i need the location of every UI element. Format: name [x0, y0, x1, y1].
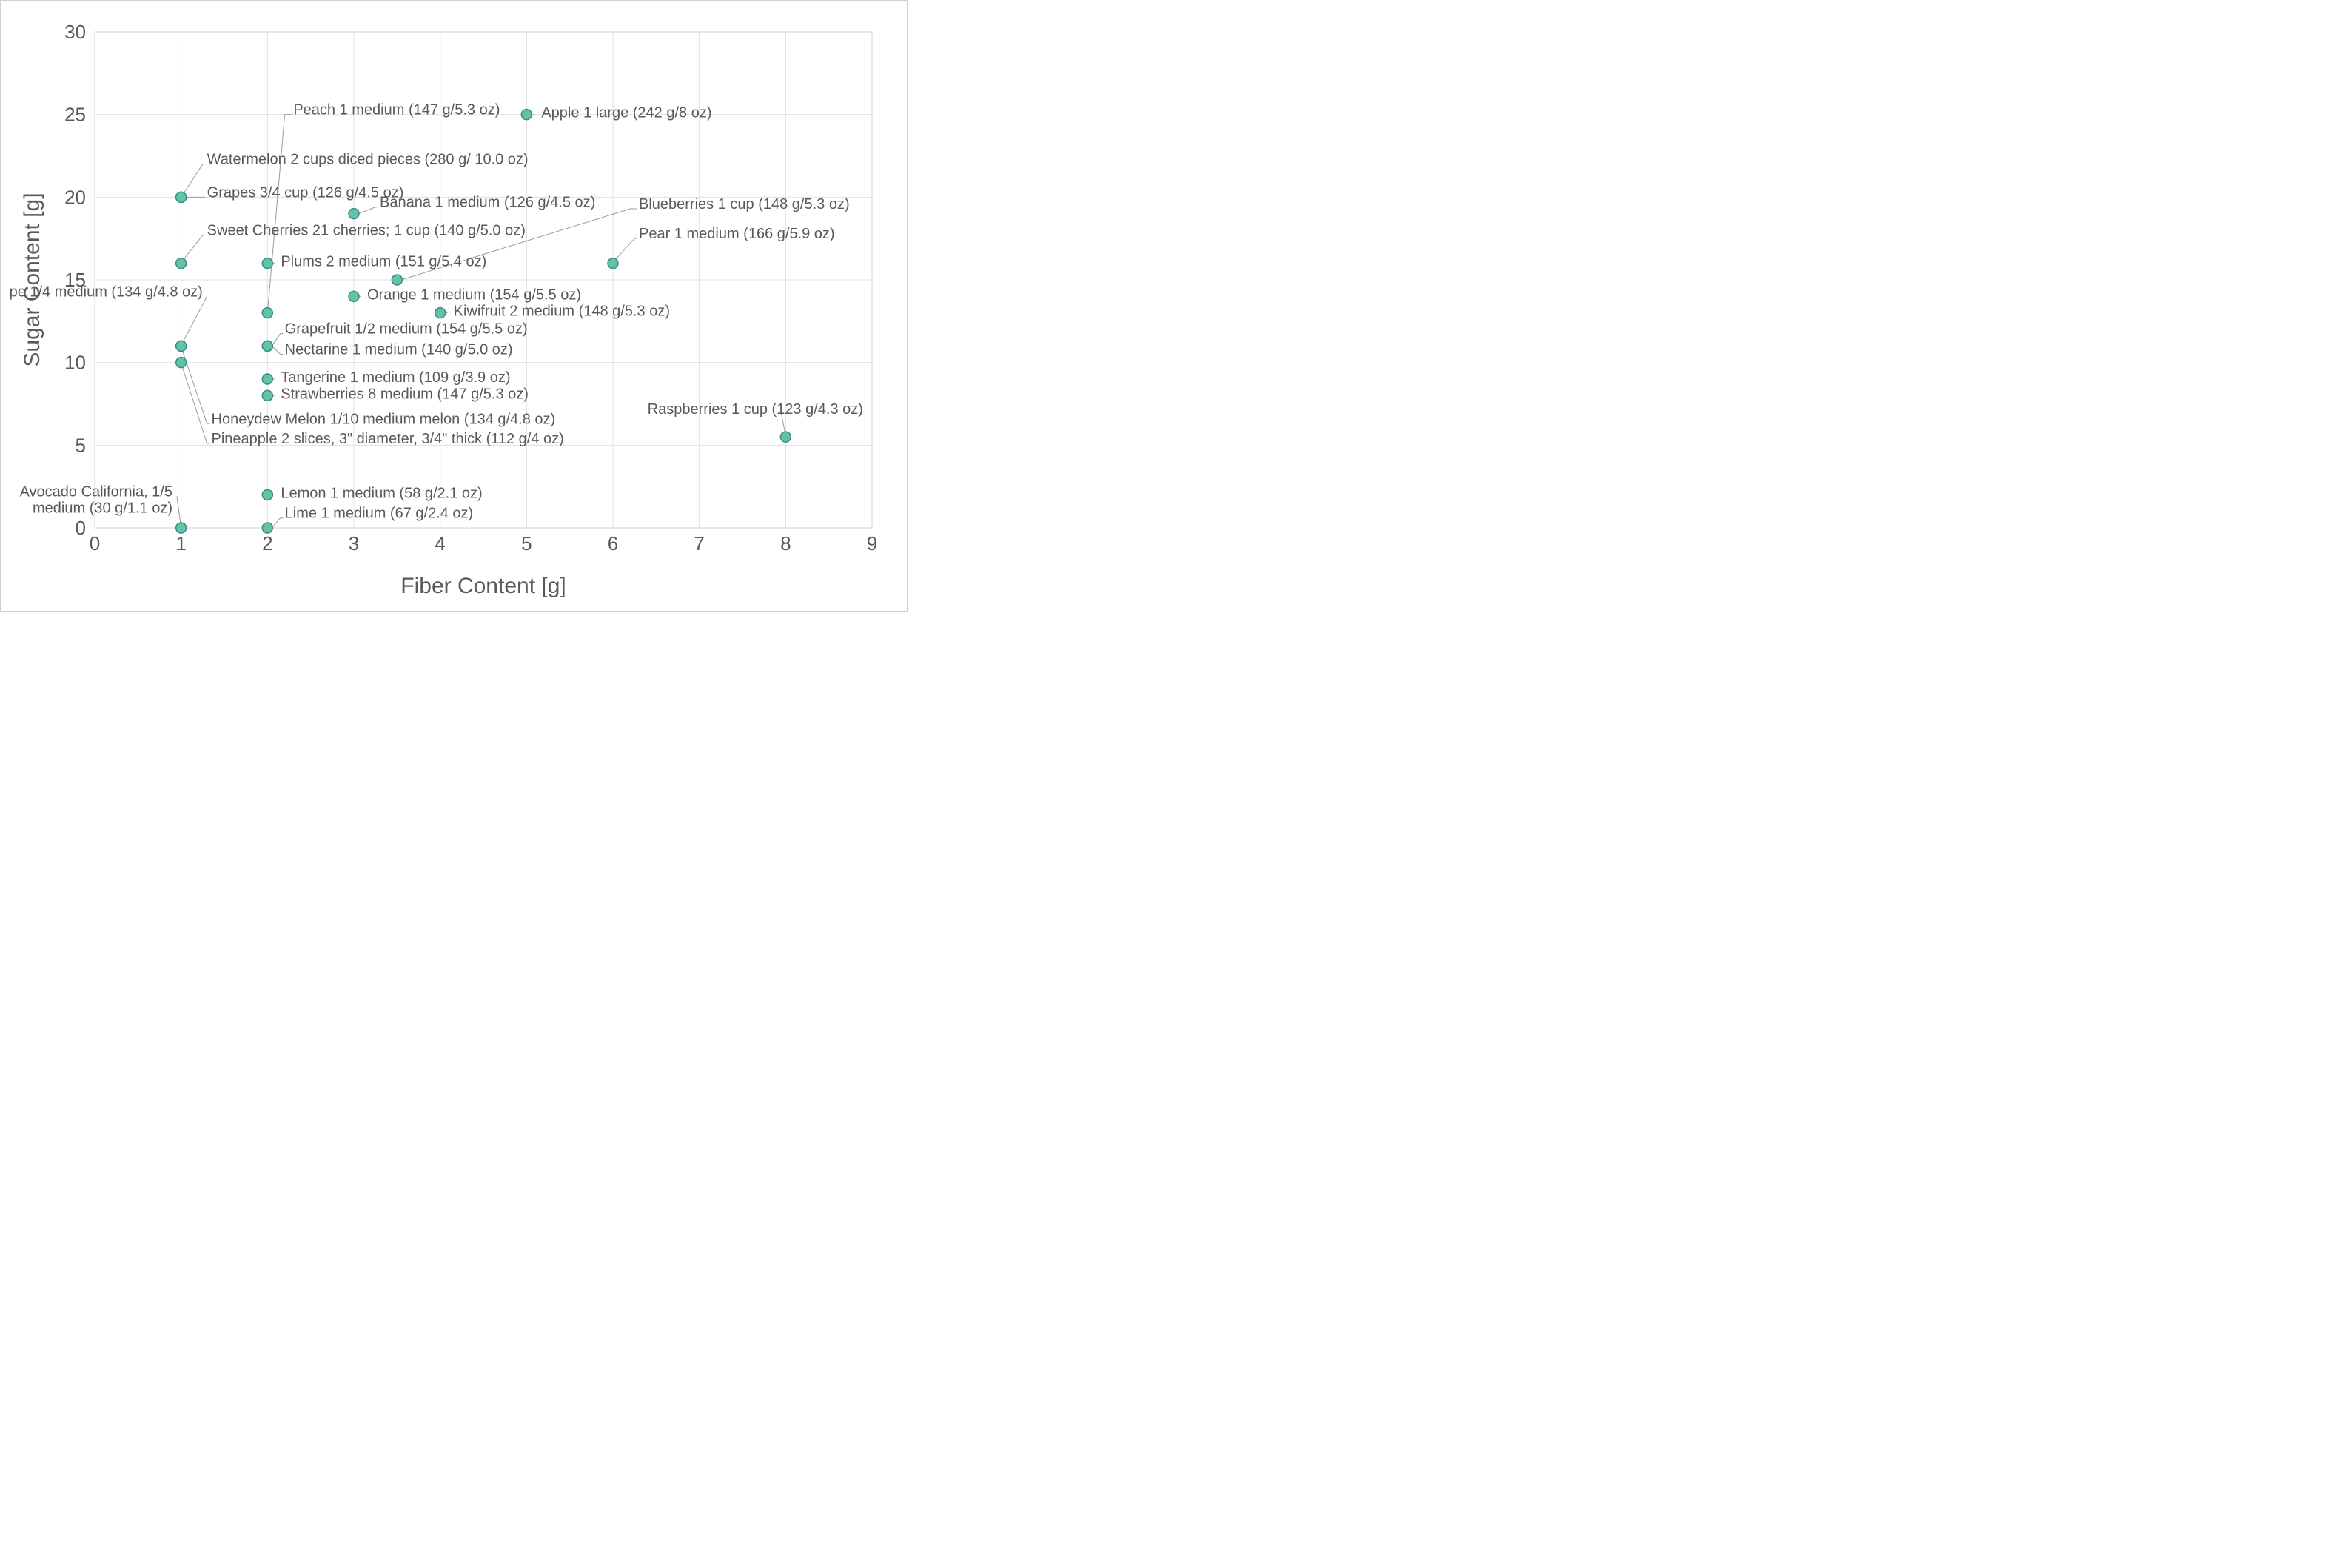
- leader-line: [272, 346, 283, 354]
- x-tick-label: 6: [608, 532, 618, 555]
- data-point: [262, 489, 272, 500]
- data-point: [176, 258, 187, 269]
- leader-line: [181, 346, 209, 423]
- x-tick-label: 5: [521, 532, 532, 555]
- x-tick-label: 3: [349, 532, 359, 555]
- y-tick-label: 25: [64, 104, 86, 126]
- data-label: Pineapple 2 slices, 3" diameter, 3/4" th…: [212, 431, 564, 447]
- x-tick-label: 7: [694, 532, 704, 555]
- data-point: [176, 358, 187, 368]
- data-label: Strawberries 8 medium (147 g/5.3 oz): [281, 386, 529, 402]
- data-label: Nectarine 1 medium (140 g/5.0 oz): [285, 342, 513, 358]
- y-axis-title: Sugar Content [g]: [20, 192, 44, 366]
- data-label: Tangerine 1 medium (109 g/3.9 oz): [281, 369, 510, 386]
- leader-line: [181, 296, 207, 345]
- data-point: [176, 523, 187, 533]
- data-point: [780, 432, 791, 442]
- y-tick-label: 10: [64, 352, 86, 374]
- leader-line: [272, 518, 283, 528]
- data-label: Honeydew Melon 1/10 medium melon (134 g/…: [212, 411, 556, 427]
- data-point: [262, 308, 272, 318]
- leader-line: [181, 363, 209, 443]
- data-point: [262, 523, 272, 533]
- data-label: Avocado California, 1/5medium (30 g/1.1 …: [20, 484, 172, 517]
- data-label: Grapes 3/4 cup (126 g/4.5 oz): [207, 184, 404, 201]
- leader-line: [181, 235, 206, 263]
- data-label: Grapefruit 1/2 medium (154 g/5.5 oz): [285, 321, 528, 338]
- data-point: [435, 308, 446, 318]
- data-label: Lime 1 medium (67 g/2.4 oz): [285, 506, 474, 522]
- y-tick-label: 20: [64, 186, 86, 208]
- y-tick-label: 5: [76, 434, 86, 456]
- x-tick-label: 9: [867, 532, 877, 555]
- leader-line: [181, 164, 206, 198]
- data-point: [349, 291, 359, 301]
- data-point: [176, 341, 187, 351]
- data-point: [262, 374, 272, 384]
- leader-line: [272, 334, 283, 346]
- leader-line: [358, 207, 378, 214]
- data-label: Blueberries 1 cup (148 g/5.3 oz): [639, 196, 850, 212]
- data-label: Sweet Cherries 21 cherries; 1 cup (140 g…: [207, 223, 526, 239]
- data-label: Orange 1 medium (154 g/5.5 oz): [367, 287, 581, 303]
- data-point: [349, 209, 359, 219]
- data-label: Watermelon 2 cups diced pieces (280 g/ 1…: [207, 152, 529, 168]
- data-label: Pear 1 medium (166 g/5.9 oz): [639, 226, 835, 242]
- x-tick-label: 4: [435, 532, 445, 555]
- chart-frame: 0123456789051015202530Fiber Content [g]S…: [0, 0, 908, 612]
- y-tick-label: 0: [76, 517, 86, 539]
- fruit-sugar-fiber-scatter: 0123456789051015202530Fiber Content [g]S…: [10, 10, 898, 602]
- leader-line: [267, 115, 292, 313]
- y-tick-label: 30: [64, 21, 86, 43]
- data-point: [521, 110, 532, 120]
- x-axis-title: Fiber Content [g]: [400, 574, 566, 598]
- data-point: [608, 258, 618, 269]
- x-tick-label: 8: [780, 532, 791, 555]
- data-label: Banana 1 medium (126 g/4.5 oz): [380, 195, 595, 211]
- data-point: [392, 275, 402, 285]
- data-label: Lemon 1 medium (58 g/2.1 oz): [281, 485, 482, 501]
- data-point: [176, 192, 187, 202]
- x-tick-label: 0: [90, 532, 100, 555]
- x-tick-label: 1: [175, 532, 186, 555]
- data-label: Peach 1 medium (147 g/5.3 oz): [293, 102, 500, 118]
- x-tick-label: 2: [262, 532, 272, 555]
- data-point: [262, 341, 272, 351]
- data-label: Cantaloupe 1/4 medium (134 g/4.8 oz): [10, 284, 203, 300]
- data-label: Plums 2 medium (151 g/5.4 oz): [281, 254, 486, 270]
- data-label: Kiwifruit 2 medium (148 g/5.3 oz): [454, 304, 670, 320]
- data-point: [262, 390, 272, 401]
- data-point: [262, 258, 272, 269]
- data-label: Apple 1 large (242 g/8 oz): [541, 105, 711, 121]
- data-label: Raspberries 1 cup (123 g/4.3 oz): [648, 401, 863, 418]
